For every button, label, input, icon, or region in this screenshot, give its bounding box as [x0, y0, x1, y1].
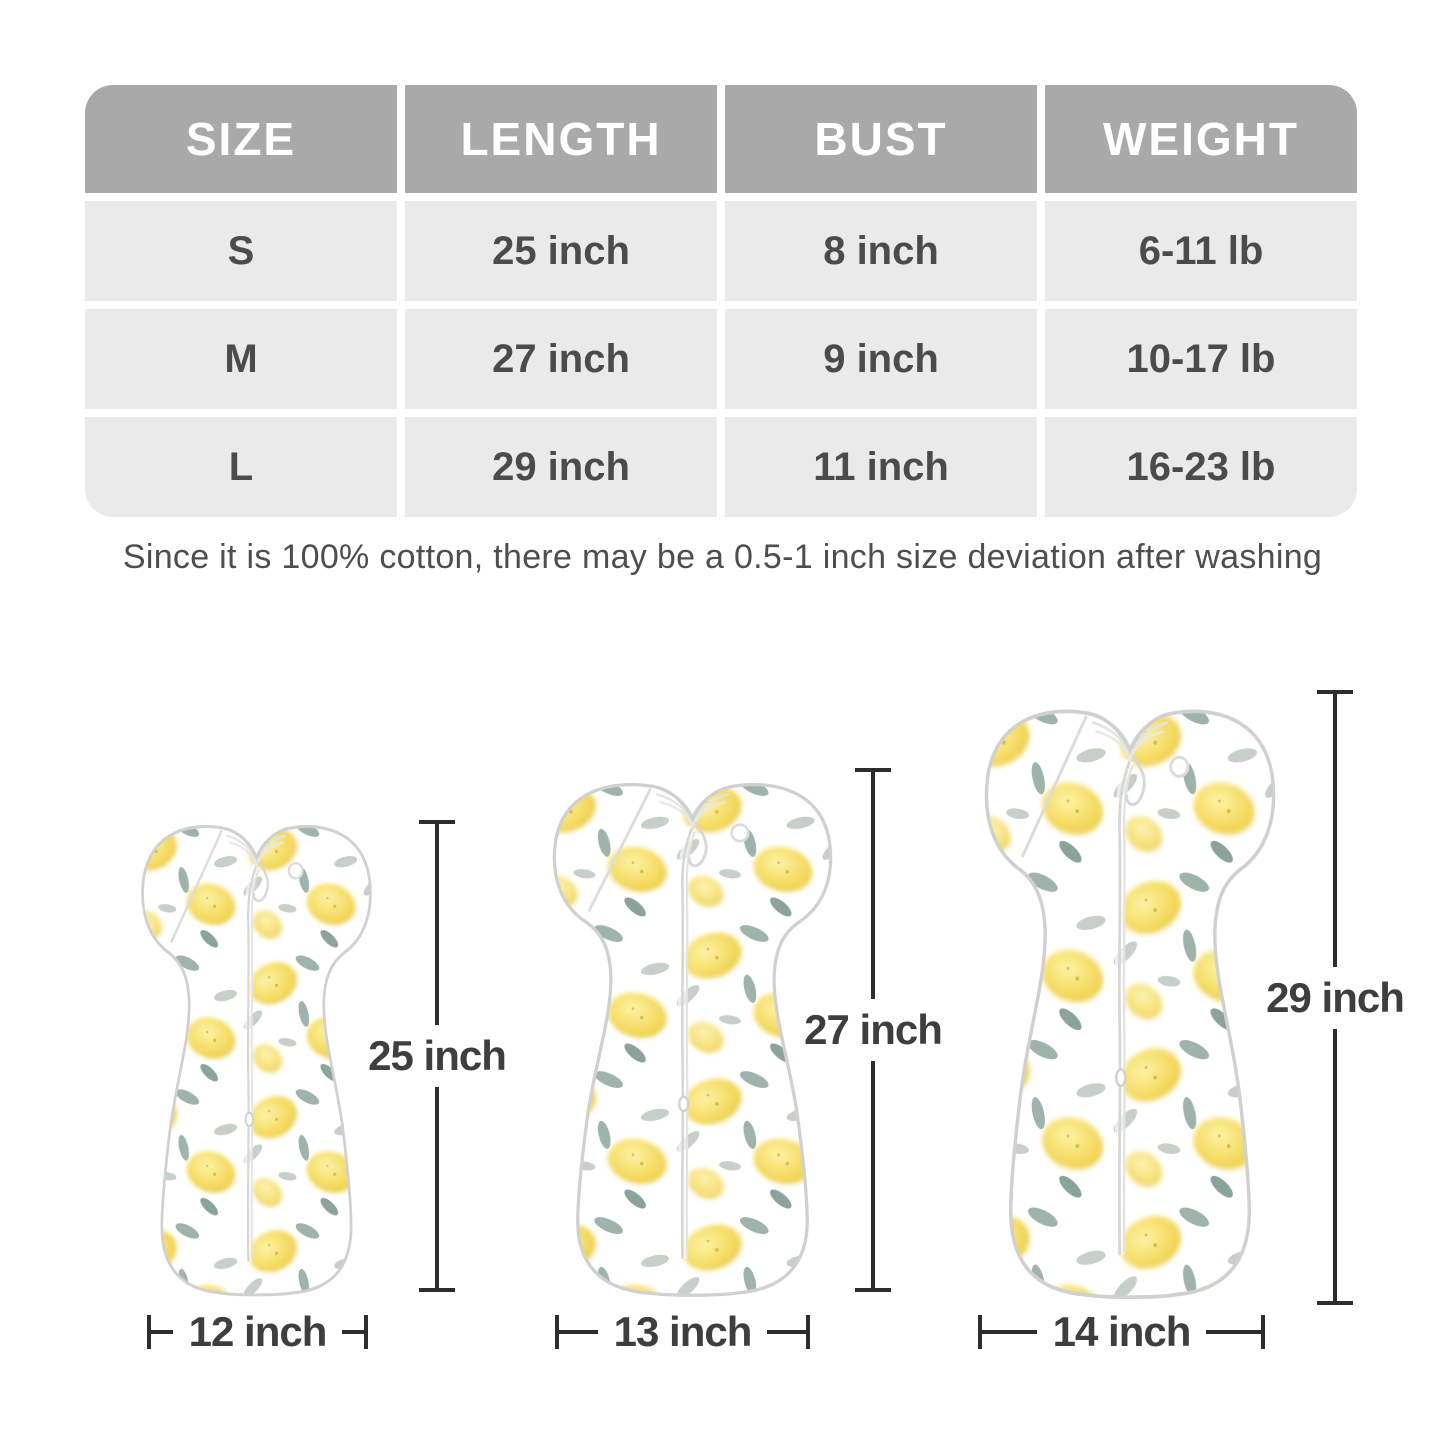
- height-dimension-small: 25 inch: [368, 820, 507, 1292]
- width-dimension-medium: 13 inch: [555, 1308, 811, 1355]
- width-label-medium: 13 inch: [613, 1308, 753, 1355]
- cell-m-weight: 10-17 lb: [1045, 309, 1357, 409]
- dim-tick: [364, 1315, 369, 1349]
- dim-line: [871, 772, 875, 999]
- dim-tick: [555, 1315, 559, 1349]
- height-dimension-large: 29 inch: [1266, 690, 1405, 1305]
- cotton-deviation-note: Since it is 100% cotton, there may be a …: [122, 538, 1323, 576]
- dim-tick: [978, 1315, 982, 1349]
- header-cell-size: SIZE: [85, 85, 397, 193]
- dim-cap: [1317, 1301, 1353, 1305]
- swaddle-illustration-small: [120, 815, 393, 1302]
- cell-m-size: M: [85, 309, 397, 409]
- dim-tick: [1261, 1315, 1266, 1349]
- height-dimension-medium: 27 inch: [804, 768, 943, 1292]
- cell-s-bust: 8 inch: [725, 201, 1037, 301]
- dim-cap: [419, 1288, 455, 1292]
- height-label-medium: 27 inch: [804, 1006, 943, 1053]
- dim-cap: [855, 768, 891, 772]
- dim-line: [435, 1087, 439, 1288]
- dim-line: [767, 1330, 807, 1334]
- cell-s-weight: 6-11 lb: [1045, 201, 1357, 301]
- cell-l-size: L: [85, 417, 397, 517]
- height-label-large: 29 inch: [1266, 973, 1405, 1021]
- cell-l-weight: 16-23 lb: [1045, 417, 1357, 517]
- dim-cap: [419, 820, 455, 824]
- cell-s-length: 25 inch: [405, 201, 717, 301]
- width-label-small: 12 inch: [188, 1308, 328, 1355]
- dim-tick: [806, 1315, 811, 1349]
- dim-line: [342, 1330, 365, 1334]
- dim-line: [559, 1330, 598, 1334]
- cell-l-bust: 11 inch: [725, 417, 1037, 517]
- dim-line: [982, 1330, 1037, 1334]
- width-dimension-large: 14 inch: [978, 1308, 1266, 1355]
- header-cell-length: LENGTH: [405, 85, 717, 193]
- dim-line: [151, 1330, 173, 1334]
- dim-line: [1206, 1330, 1262, 1334]
- height-label-small: 25 inch: [368, 1032, 507, 1079]
- width-label-large: 14 inch: [1052, 1308, 1192, 1355]
- dim-cap: [855, 1288, 891, 1292]
- cell-m-length: 27 inch: [405, 309, 717, 409]
- cell-s-size: S: [85, 201, 397, 301]
- dim-line: [1333, 1028, 1337, 1301]
- dim-line: [871, 1061, 875, 1288]
- dim-line: [1333, 694, 1337, 967]
- swaddle-illustration-large: [958, 697, 1302, 1306]
- header-cell-weight: WEIGHT: [1045, 85, 1357, 193]
- width-dimension-small: 12 inch: [147, 1308, 369, 1355]
- dim-cap: [1317, 690, 1353, 694]
- cell-m-bust: 9 inch: [725, 309, 1037, 409]
- cell-l-length: 29 inch: [405, 417, 717, 517]
- header-cell-bust: BUST: [725, 85, 1037, 193]
- dim-tick: [147, 1315, 151, 1349]
- size-table: SIZE LENGTH BUST WEIGHT S 25 inch 8 inch…: [85, 85, 1357, 517]
- dim-line: [435, 824, 439, 1025]
